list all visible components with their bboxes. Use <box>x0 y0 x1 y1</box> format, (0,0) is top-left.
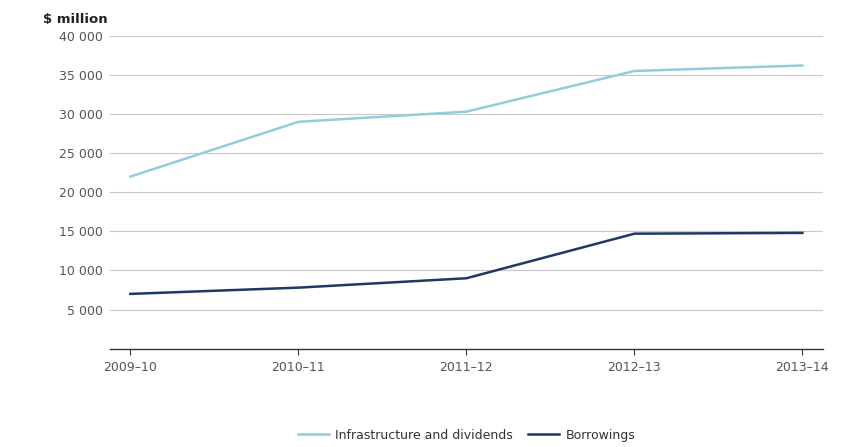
Infrastructure and dividends <box>797 63 807 68</box>
Line: Infrastructure and dividends: Infrastructure and dividends <box>131 66 802 177</box>
Borrowings <box>126 291 136 297</box>
Infrastructure and dividends <box>126 174 136 179</box>
Borrowings <box>797 230 807 236</box>
Infrastructure and dividends <box>293 119 304 124</box>
Infrastructure and dividends <box>461 109 471 114</box>
Borrowings <box>629 231 639 236</box>
Text: $ million: $ million <box>42 13 107 26</box>
Line: Borrowings: Borrowings <box>131 233 802 294</box>
Legend: Infrastructure and dividends, Borrowings: Infrastructure and dividends, Borrowings <box>293 424 640 447</box>
Infrastructure and dividends <box>629 68 639 74</box>
Borrowings <box>461 275 471 281</box>
Borrowings <box>293 285 304 291</box>
